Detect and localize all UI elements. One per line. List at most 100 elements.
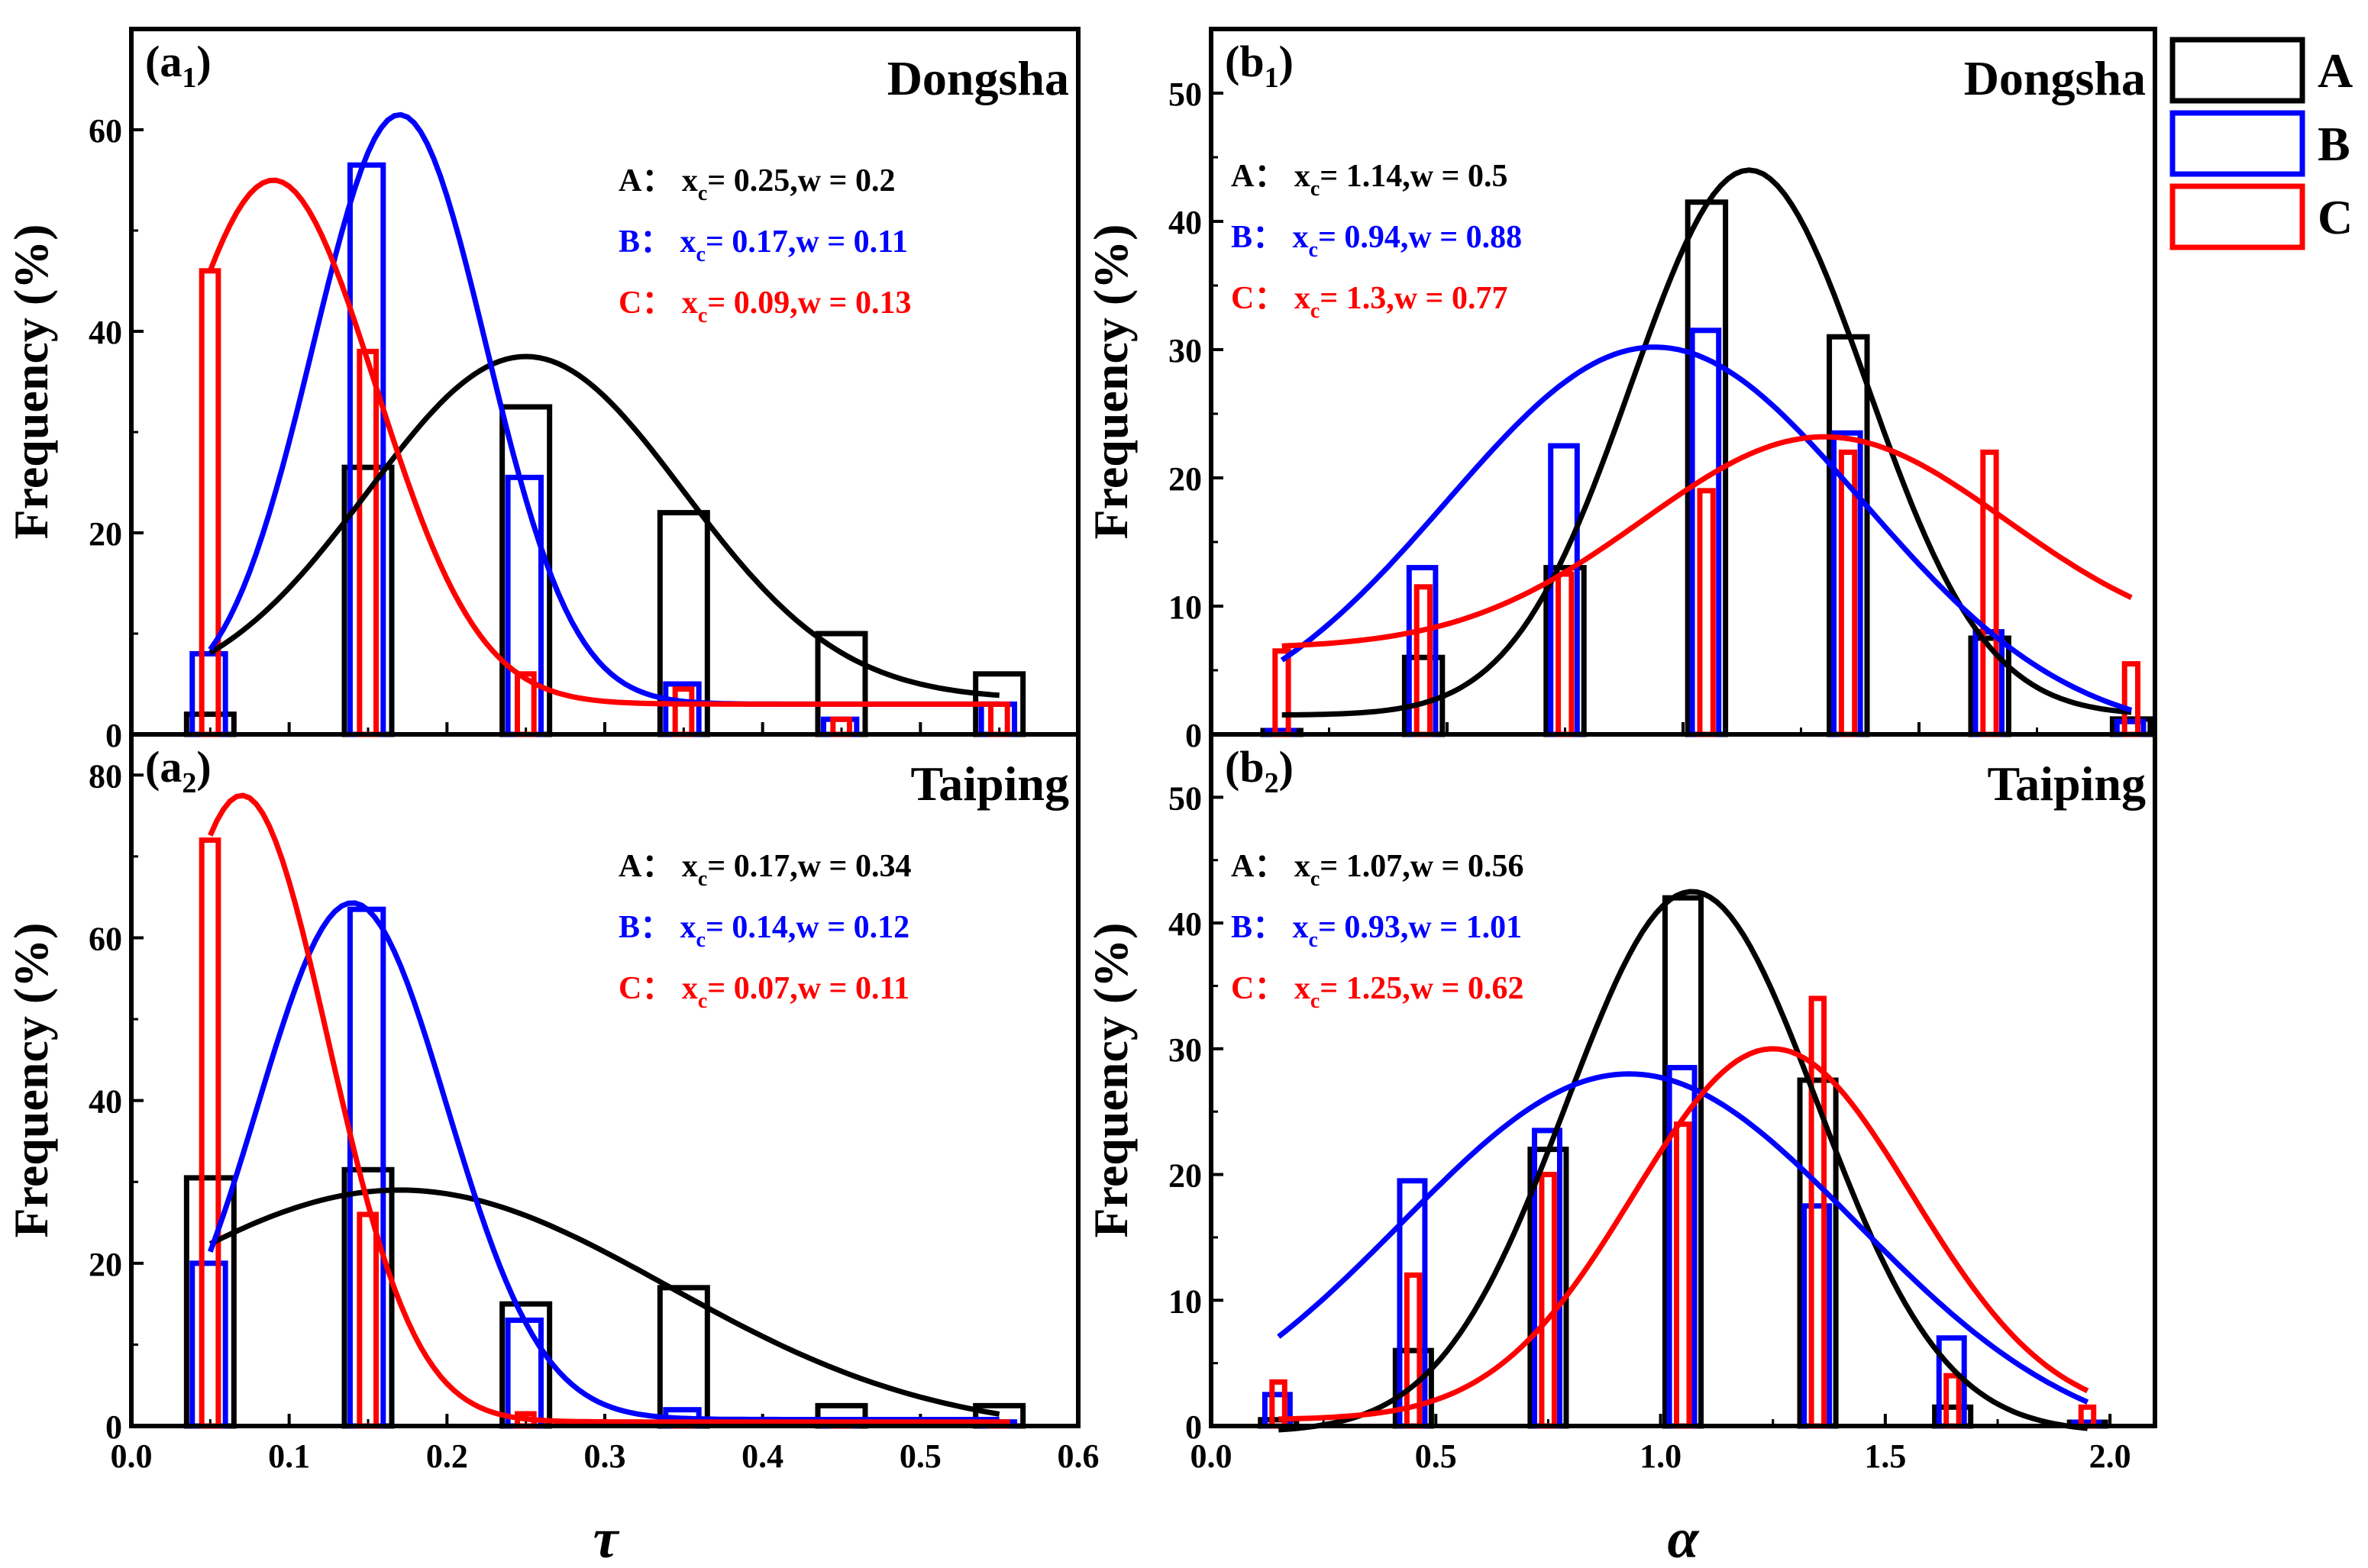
fit-curve-A [1278,889,2089,1433]
y-tick-label: 50 [1168,76,1202,113]
x-tick-label: 0.0 [111,1437,153,1475]
plot-frame [129,27,1081,737]
x-tick-label: 0.3 [584,1437,626,1475]
fit-curve-B [1277,1071,2089,1405]
legend-swatch-B [2169,110,2305,177]
fit-annotation-C: C： xc= 0.09,w = 0.13 [619,286,911,327]
legend-swatch-C [2169,183,2305,250]
y-axis-label: Frequency (%) [4,923,58,1238]
panel-a1: 0 20 40 60 Frequency (%) (a1) Dongsha A： xc= 0.… [4,27,1081,754]
bar-C [1413,584,1433,737]
fit-curve-A [208,1187,1000,1417]
y-tick-label: 40 [89,1083,122,1121]
fit-annotation-A: A： xc= 0.25,w = 0.2 [619,163,895,205]
bar-C [1980,449,1999,737]
bar-C [199,268,221,737]
y-tick-label: 30 [1168,332,1202,369]
y-axis-label: Frequency (%) [1084,923,1138,1238]
x-tick-label: 1.5 [1864,1437,1906,1475]
bar-C [1272,648,1291,737]
bar-C [1838,449,1858,737]
y-tick-label: 0 [105,1408,122,1446]
bar-C [357,348,380,737]
legend: ABC [2169,37,2353,250]
y-axis-label: Frequency (%) [1084,224,1138,540]
y-tick-label: 20 [89,515,122,553]
x-tick-label: 1.0 [1640,1437,1682,1475]
bar-C [1943,1373,1962,1429]
bar-C [1697,488,1716,737]
fit-annotation-B: B： xc= 0.14,w = 0.12 [619,910,909,952]
x-tick-label: 0.6 [1058,1437,1100,1475]
x-tick-label: 0.5 [1415,1437,1457,1475]
fit-curve-A [1281,167,2132,718]
fit-curve-C [1278,1046,2089,1422]
fit-annotation-C: C： xc= 0.07,w = 0.11 [619,971,909,1013]
y-tick-label: 50 [1168,779,1202,817]
plot-frame [1209,732,2157,1428]
y-tick-label: 0 [105,717,122,754]
y-axis-label: Frequency (%) [4,224,58,540]
x-tick-label: 0.1 [268,1437,310,1475]
plot-frame-top [129,732,1081,1428]
fit-annotation-B: B： xc= 0.94,w = 0.88 [1231,220,1522,262]
panel-label: (b1) [1225,37,1294,94]
fit-curve-B [208,111,1000,707]
panel-label: (a1) [145,37,212,94]
panel-title: Dongsha [887,51,1069,105]
fit-annotation-B: B： xc= 0.17,w = 0.11 [619,224,908,266]
y-tick-label: 80 [89,757,122,795]
fit-curve-A [208,353,1000,699]
panel-title: Taiping [910,757,1069,811]
panel-a2: 0 20 40 60 80 0.0 0.1 0.2 0.3 0.4 0.5 0.6 Frequency … [4,732,1100,1475]
y-tick-label: 10 [1168,589,1202,626]
plot-frame-top [129,27,1081,737]
y-tick-label: 60 [89,112,122,150]
y-tick-label: 0 [1185,717,1202,754]
y-tick-label: 60 [89,920,122,957]
fit-curve-C [208,177,1000,707]
x-tick-label: 2.0 [2089,1437,2131,1475]
bar-C [199,837,221,1429]
fit-annotation-B: B： xc= 0.93,w = 1.01 [1231,910,1522,952]
x-tick-label: 0.5 [900,1437,942,1475]
x-axis-label-tau: τ [593,1508,620,1568]
bar-C [1556,571,1575,737]
y-tick-label: 40 [1168,905,1202,943]
y-tick-label: 40 [89,314,122,351]
y-tick-label: 30 [1168,1031,1202,1069]
fit-annotation-A: A： xc= 0.17,w = 0.34 [619,849,911,891]
plot-frame [1209,27,2157,737]
y-tick-label: 20 [1168,460,1202,498]
plot-frame-top [1209,27,2157,737]
x-tick-label: 0.4 [741,1437,783,1475]
legend-swatch-A [2169,37,2305,104]
x-tick-label: 0.2 [426,1437,468,1475]
panel-b1: 0 10 20 30 40 50 Frequency (%) (b1) Dongsha A： xc… [1084,27,2157,754]
legend-label-A: A [2318,44,2353,98]
y-tick-label: 10 [1168,1282,1202,1320]
fit-curve-C [1281,434,2133,649]
panel-title: Dongsha [1964,51,2146,105]
plot-frame-top [1209,732,2157,1428]
y-tick-label: 40 [1168,204,1202,241]
bar-C [357,1211,380,1429]
y-tick-label: 20 [1168,1157,1202,1195]
panel-label: (a2) [145,742,212,799]
fit-annotation-A: A： xc= 1.07,w = 0.56 [1231,849,1523,891]
bar-C [1674,1121,1692,1429]
legend-label-B: B [2318,117,2350,171]
x-axis-label-alpha: α [1668,1508,1700,1568]
x-tick-label: 0.0 [1190,1437,1232,1475]
fit-annotation-C: C： xc= 1.25,w = 0.62 [1231,971,1523,1013]
bar-C [1539,1172,1557,1429]
panel-label: (b2) [1225,742,1294,799]
panel-b2: 0 10 20 30 40 50 0.0 0.5 1.0 1.5 2.0 Frequency (%) (… [1084,732,2157,1475]
fit-curve-C [208,792,1000,1425]
legend-label-C: C [2318,190,2353,244]
panel-title: Taiping [1987,757,2146,811]
fit-annotation-A: A： xc= 1.14,w = 0.5 [1231,159,1507,201]
y-tick-label: 0 [1185,1408,1202,1446]
y-tick-label: 20 [89,1246,122,1283]
